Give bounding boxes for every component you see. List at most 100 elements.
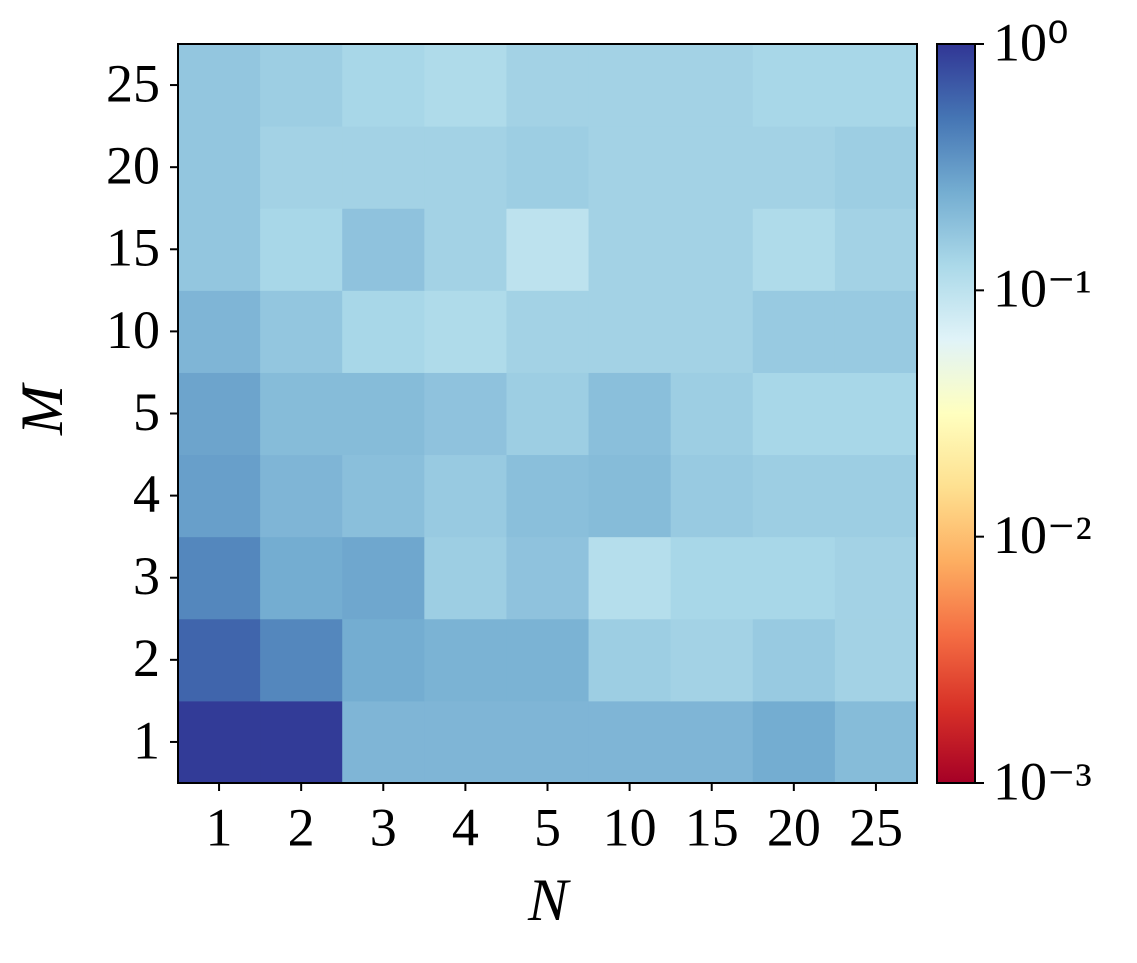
heatmap-cell (342, 44, 425, 127)
heatmap-cell (834, 536, 918, 620)
y-tick-label: 5 (133, 382, 160, 442)
colorbar-tick-label: 10⁻¹ (993, 259, 1092, 319)
heatmap-cell (506, 700, 590, 784)
heatmap-cell (178, 536, 261, 620)
heatmap-cell (834, 454, 918, 538)
y-tick-label: 25 (106, 53, 160, 113)
heatmap-cell (424, 372, 507, 456)
heatmap-cell (424, 618, 507, 702)
heatmap-cell (342, 700, 425, 784)
heatmap-cell (178, 44, 261, 127)
heatmap-cell (752, 536, 836, 620)
heatmap-cell (752, 290, 836, 373)
heatmap-cell (670, 126, 754, 209)
x-tick-label: 15 (685, 797, 739, 857)
heatmap-cell (752, 454, 836, 538)
heatmap-cell (588, 290, 672, 373)
heatmap-cell (178, 126, 261, 209)
heatmap-cell (588, 44, 672, 127)
x-tick-label: 3 (370, 797, 397, 857)
heatmap-cell (260, 44, 343, 127)
x-tick-label: 10 (603, 797, 657, 857)
heatmap-cell (342, 618, 425, 702)
heatmap-cell (670, 44, 754, 127)
colorbar-tick-label: 10⁻³ (993, 751, 1092, 811)
heatmap-cell (752, 44, 836, 127)
colorbar (936, 43, 976, 784)
heatmap-cell (834, 372, 918, 456)
heatmap-cell (506, 126, 590, 209)
heatmap-cell (424, 454, 507, 538)
x-axis-title: N (527, 867, 571, 933)
x-tick-label: 25 (849, 797, 903, 857)
heatmap-cell (752, 372, 836, 456)
heatmap-cell (260, 208, 343, 291)
heatmap-cell (588, 126, 672, 209)
heatmap-cell (342, 126, 425, 209)
heatmap-cell (178, 208, 261, 291)
heatmap-cell (424, 290, 507, 373)
heatmap-cell (670, 372, 754, 456)
heatmap-cell (588, 454, 672, 538)
y-tick-label: 1 (133, 710, 160, 770)
heatmap-cell (670, 618, 754, 702)
heatmap-cell (342, 208, 425, 291)
heatmap-cell (834, 290, 918, 373)
colorbar-tick-label: 10⁻² (993, 505, 1092, 565)
heatmap-cell (342, 536, 425, 620)
heatmap-cell (506, 208, 590, 291)
heatmap-cell (834, 618, 918, 702)
heatmap-cell (178, 372, 261, 456)
heatmap-cell (506, 536, 590, 620)
y-axis-title: M (9, 382, 75, 436)
heatmap-cell (588, 618, 672, 702)
heatmap-cell (670, 700, 754, 784)
y-tick-label: 20 (106, 136, 160, 196)
heatmap-cell (670, 290, 754, 373)
heatmap-cell (752, 208, 836, 291)
heatmap-cell (260, 454, 343, 538)
heatmap-cell (342, 454, 425, 538)
heatmap-cell (752, 700, 836, 784)
heatmap-cell (260, 290, 343, 373)
heatmap-cell (588, 208, 672, 291)
heatmap-cell (260, 372, 343, 456)
heatmap-cell (752, 126, 836, 209)
heatmap-cell (424, 44, 507, 127)
heatmap-cell (588, 372, 672, 456)
heatmap-cell (670, 208, 754, 291)
x-tick-label: 1 (206, 797, 233, 857)
heatmap-cell (260, 700, 343, 784)
heatmap-cell (342, 372, 425, 456)
heatmap-cell (752, 618, 836, 702)
heatmap-cell (834, 126, 918, 209)
y-tick-label: 15 (106, 218, 160, 278)
x-tick-label: 2 (288, 797, 315, 857)
heatmap-cell (342, 290, 425, 373)
heatmap-cell (260, 536, 343, 620)
heatmap-cell (506, 44, 590, 127)
heatmap-cell (506, 618, 590, 702)
y-tick-label: 2 (133, 628, 160, 688)
heatmap-cell (260, 618, 343, 702)
heatmap-cell (424, 700, 507, 784)
heatmap-cell (670, 454, 754, 538)
heatmap-cell (506, 454, 590, 538)
y-tick-label: 4 (133, 464, 160, 524)
heatmap-cell (424, 536, 507, 620)
heatmap-cell (178, 618, 261, 702)
heatmap-cell (506, 372, 590, 456)
x-tick-label: 5 (534, 797, 561, 857)
y-tick-label: 10 (106, 300, 160, 360)
heatmap-cell (424, 126, 507, 209)
heatmap-cell (260, 126, 343, 209)
y-tick-label: 3 (133, 546, 160, 606)
heatmap-cell (178, 290, 261, 373)
x-tick-label: 20 (767, 797, 821, 857)
colorbar-tick-label: 10⁰ (993, 12, 1069, 72)
heatmap-cell (506, 290, 590, 373)
heatmap-cell (178, 700, 261, 784)
heatmap-cell (178, 454, 261, 538)
x-tick-label: 4 (452, 797, 479, 857)
